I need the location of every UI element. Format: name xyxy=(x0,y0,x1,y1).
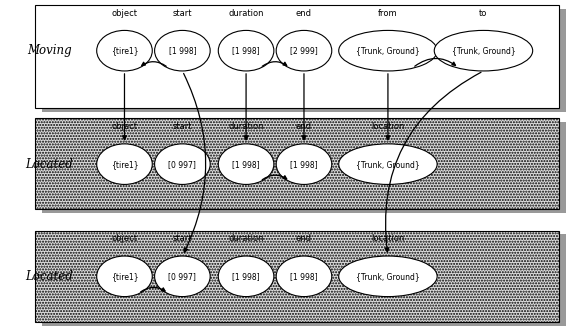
Ellipse shape xyxy=(339,30,437,71)
Ellipse shape xyxy=(155,30,210,71)
Text: [0 997]: [0 997] xyxy=(168,160,196,169)
Ellipse shape xyxy=(97,256,152,297)
Ellipse shape xyxy=(155,144,210,184)
Ellipse shape xyxy=(97,144,152,184)
Text: object: object xyxy=(112,234,137,243)
Text: {tire1}: {tire1} xyxy=(111,160,138,169)
Ellipse shape xyxy=(155,256,210,297)
Text: [1 998]: [1 998] xyxy=(168,46,196,55)
Text: [1 998]: [1 998] xyxy=(290,272,318,281)
Text: duration: duration xyxy=(228,122,264,131)
Bar xyxy=(35,118,559,209)
Text: duration: duration xyxy=(228,234,264,243)
Text: Located: Located xyxy=(25,158,73,171)
Text: end: end xyxy=(296,234,312,243)
Text: end: end xyxy=(296,122,312,131)
Bar xyxy=(35,231,559,322)
Ellipse shape xyxy=(218,256,274,297)
Ellipse shape xyxy=(276,144,332,184)
Text: [0 997]: [0 997] xyxy=(168,272,196,281)
Text: [1 998]: [1 998] xyxy=(232,46,260,55)
Ellipse shape xyxy=(276,256,332,297)
Ellipse shape xyxy=(97,30,152,71)
Text: object: object xyxy=(112,9,137,18)
Text: start: start xyxy=(173,122,192,131)
Text: {Trunk, Ground}: {Trunk, Ground} xyxy=(356,160,420,169)
Text: [1 998]: [1 998] xyxy=(232,160,260,169)
Text: from: from xyxy=(378,9,398,18)
Text: duration: duration xyxy=(228,9,264,18)
Ellipse shape xyxy=(218,30,274,71)
Text: [1 998]: [1 998] xyxy=(232,272,260,281)
Bar xyxy=(42,234,566,326)
Text: location: location xyxy=(371,234,405,243)
Text: location: location xyxy=(371,122,405,131)
Text: end: end xyxy=(296,9,312,18)
Text: start: start xyxy=(173,9,192,18)
Text: {Trunk, Ground}: {Trunk, Ground} xyxy=(356,272,420,281)
Text: object: object xyxy=(112,122,137,131)
Ellipse shape xyxy=(218,144,274,184)
Ellipse shape xyxy=(339,256,437,297)
Text: start: start xyxy=(173,234,192,243)
Ellipse shape xyxy=(339,144,437,184)
Text: {Trunk, Ground}: {Trunk, Ground} xyxy=(356,46,420,55)
Text: [1 998]: [1 998] xyxy=(290,160,318,169)
Ellipse shape xyxy=(434,30,533,71)
Ellipse shape xyxy=(276,30,332,71)
Text: Located: Located xyxy=(25,270,73,283)
Bar xyxy=(42,9,566,112)
Text: {Trunk, Ground}: {Trunk, Ground} xyxy=(452,46,515,55)
Bar xyxy=(42,122,566,213)
Bar xyxy=(35,5,559,108)
Text: to: to xyxy=(479,9,488,18)
Text: [2 999]: [2 999] xyxy=(290,46,318,55)
Text: {tire1}: {tire1} xyxy=(111,272,138,281)
Text: {tire1}: {tire1} xyxy=(111,46,138,55)
Text: Moving: Moving xyxy=(27,44,72,57)
